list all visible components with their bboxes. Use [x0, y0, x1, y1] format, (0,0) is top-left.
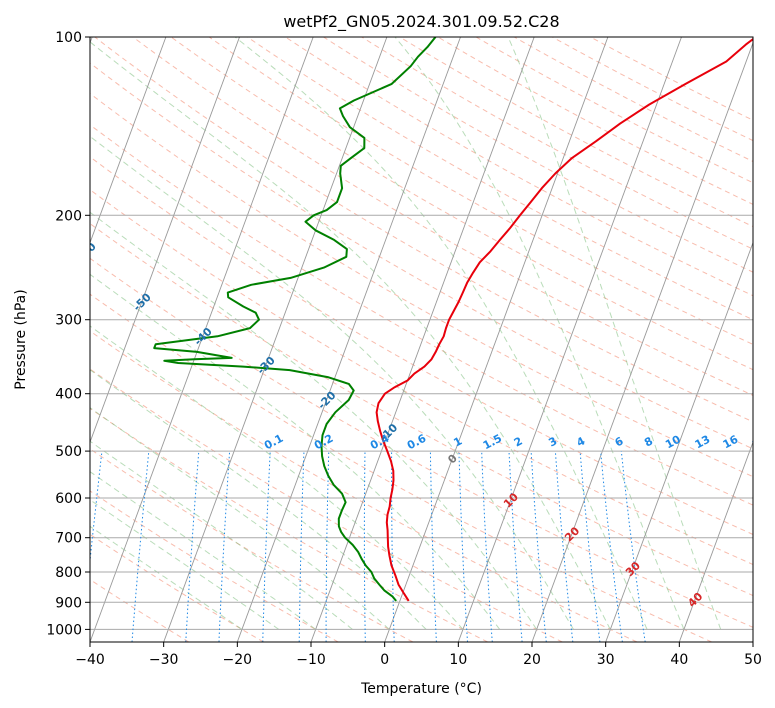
moist-adiabat — [90, 273, 501, 630]
dry-adiabat — [90, 257, 753, 628]
x-tick-label: 50 — [744, 652, 762, 668]
y-tick-label: 300 — [55, 313, 82, 329]
y-tick-label: 700 — [55, 531, 82, 547]
dry-adiabat — [208, 37, 753, 345]
x-tick-label: 0 — [380, 652, 389, 668]
moist-adiabat — [90, 407, 390, 630]
moist-adiabat — [90, 525, 243, 630]
isotherm-line — [457, 37, 682, 642]
mixing-ratio-label: 16 — [721, 433, 741, 452]
x-tick-label: 10 — [449, 652, 467, 668]
y-tick-label: 900 — [55, 595, 82, 611]
moist-adiabat — [90, 471, 316, 630]
dry-adiabat — [94, 37, 753, 423]
dry-adiabat — [513, 37, 753, 163]
mixing-ratio-line — [600, 451, 623, 642]
mixing-ratio-label: 13 — [693, 433, 713, 452]
isotherm-line — [90, 37, 240, 444]
mixing-ratio-label: 20 — [750, 433, 770, 452]
x-tick-label: −20 — [223, 652, 253, 668]
y-tick-label: 500 — [55, 444, 82, 460]
dry-adiabat — [399, 37, 753, 228]
dry-adiabat — [475, 37, 753, 184]
y-tick-label: 100 — [55, 30, 82, 46]
dry-adiabat — [90, 533, 264, 642]
dry-adiabat — [90, 330, 638, 642]
y-axis-label: Pressure (hPa) — [13, 289, 29, 389]
isotherm-line — [605, 241, 753, 642]
y-tick-label: 200 — [55, 208, 82, 224]
dry-adiabat — [285, 37, 753, 297]
moist-adiabat — [507, 37, 722, 630]
isotherm-line — [90, 37, 314, 642]
moist-adiabat — [394, 37, 685, 630]
background-lines — [90, 37, 753, 642]
dry-adiabat — [247, 37, 753, 321]
isotherm-label: -60 — [76, 240, 99, 263]
moist-adiabat — [90, 440, 353, 630]
mixing-ratio-label: 10 — [663, 433, 683, 452]
temperature-profile-line — [375, 37, 753, 602]
dry-adiabat — [90, 62, 753, 450]
y-tick-label: 1000 — [46, 622, 82, 638]
y-tick-label: 400 — [55, 387, 82, 403]
isotherm-line — [531, 41, 753, 642]
moist-adiabat — [90, 41, 611, 630]
dry-adiabat — [361, 37, 753, 250]
x-tick-label: 20 — [523, 652, 541, 668]
moist-adiabat — [90, 499, 280, 630]
isotherm-line — [90, 37, 167, 245]
dry-adiabat — [90, 189, 753, 566]
dry-adiabat — [90, 92, 753, 478]
y-tick-label: 600 — [55, 491, 82, 507]
moist-adiabat — [90, 211, 538, 630]
dry-adiabat — [90, 490, 339, 642]
y-tick-label: 800 — [55, 565, 82, 581]
x-tick-label: 40 — [670, 652, 688, 668]
moist-adiabat — [234, 37, 648, 630]
isotherm-line — [384, 37, 609, 642]
chart-title: wetPf2_GN05.2024.301.09.52.C28 — [283, 12, 559, 32]
isotherm-line — [236, 37, 461, 642]
x-tick-label: 30 — [597, 652, 615, 668]
dry-adiabat — [90, 368, 563, 642]
axes: −40 −30 −20 −10 0 10 20 30 40 50 100 200 300 400 500 60… — [46, 30, 762, 668]
isotherm-line — [163, 37, 388, 642]
isotherm-line — [678, 440, 753, 642]
isotherm-line — [752, 640, 753, 642]
moist-adiabat — [90, 135, 574, 630]
profile-lines — [153, 37, 753, 602]
dry-adiabat — [132, 37, 753, 396]
mixing-ratio-line — [620, 451, 646, 642]
plot-frame — [89, 36, 754, 643]
x-tick-label: −30 — [149, 652, 179, 668]
x-axis-label: Temperature (°C) — [360, 681, 482, 697]
dry-adiabat — [90, 293, 712, 642]
dewpoint-profile-line — [153, 37, 437, 602]
x-tick-label: −10 — [296, 652, 326, 668]
isotherm-label: -70 — [20, 191, 43, 214]
x-tick-label: −40 — [75, 652, 105, 668]
mixing-ratio-line — [579, 451, 601, 642]
